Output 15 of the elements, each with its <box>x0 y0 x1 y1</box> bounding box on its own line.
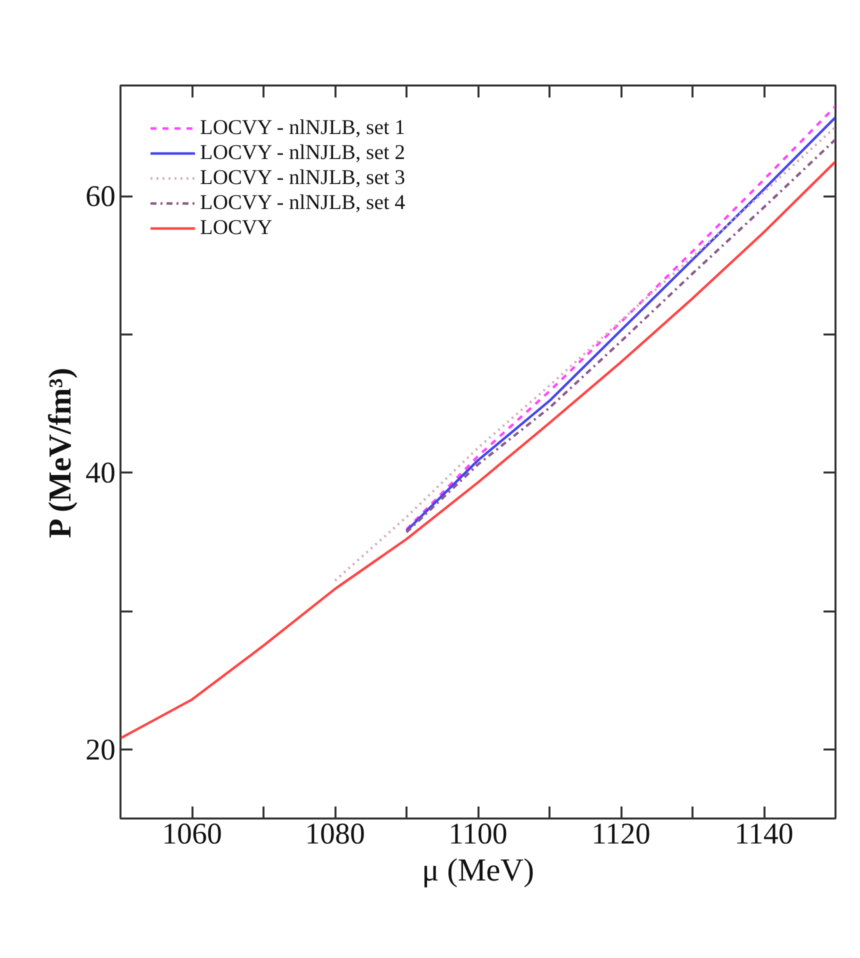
y-tick-label: 20 <box>86 733 116 766</box>
legend-label: LOCVY - nlNJLB, set 1 <box>200 115 406 140</box>
y-tick-label: 60 <box>86 180 116 214</box>
y-axis-title: P (MeV/fm³) <box>42 368 78 538</box>
legend-label: LOCVY <box>200 215 272 240</box>
x-axis-title: μ (MeV) <box>422 852 534 888</box>
x-tick-label: 1100 <box>448 818 508 850</box>
x-tick-label: 1080 <box>305 818 365 850</box>
y-tick-label: 40 <box>86 456 116 490</box>
x-tick-label: 1140 <box>734 818 794 850</box>
legend-label: LOCVY - nlNJLB, set 3 <box>200 165 406 190</box>
x-tick-label: 1060 <box>162 818 222 850</box>
x-tick-label: 1120 <box>592 818 650 850</box>
legend-label: LOCVY - nlNJLB, set 2 <box>200 140 406 165</box>
legend-label: LOCVY - nlNJLB, set 4 <box>200 190 406 215</box>
